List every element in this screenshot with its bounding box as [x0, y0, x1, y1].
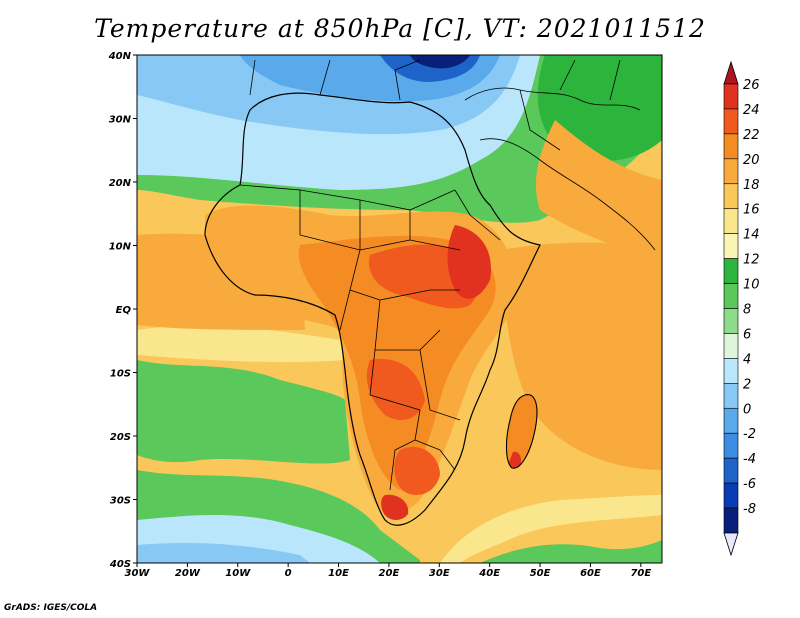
- colorbar-label: 16: [743, 203, 760, 218]
- colorbar-swatch: [723, 133, 739, 160]
- colorbar-swatch: [723, 333, 739, 359]
- colorbar-top-triangle: [723, 60, 739, 85]
- lon-tick-label: 20E: [379, 568, 400, 579]
- ethiopia-hot: [447, 225, 491, 299]
- colorbar-label: 10: [743, 278, 760, 293]
- colorbar-swatch: [723, 358, 739, 384]
- lon-tick-label: 10W: [225, 568, 251, 579]
- africa-coastline: [204, 92, 541, 526]
- balkan-coldest: [410, 55, 470, 69]
- north-borders: [249, 59, 656, 251]
- lon-tick-label: 10E: [328, 568, 349, 579]
- colorbar-label: -2: [743, 427, 756, 442]
- colorbar-label: 8: [743, 303, 751, 318]
- lon-tick-label: 50E: [530, 568, 551, 579]
- colorbar-label: 2: [743, 377, 751, 392]
- colorbar-label: 24: [743, 103, 760, 118]
- map-title: Temperature at 850hPa [C], VT: 202101151…: [94, 14, 706, 43]
- zambia-hot: [366, 359, 425, 420]
- lat-tick-label: EQ: [116, 305, 132, 316]
- temperature-field: [137, 55, 662, 563]
- lat-tick-label: 30S: [110, 496, 131, 507]
- colorbar-swatch: [723, 457, 739, 484]
- madagascar-coastline: [505, 394, 538, 469]
- lat-tick-label: 40N: [108, 51, 132, 62]
- colorbar-swatch: [723, 432, 739, 459]
- colorbar-label: 12: [743, 253, 760, 268]
- latitude-axis: 40N 30N 20N 10N EQ 10S 20S 30S 40S: [108, 51, 137, 570]
- colorbar-swatch: [723, 108, 739, 135]
- longitude-axis: 30W 20W 10W 0 10E 20E 30E 40E 50E 60E 70E: [125, 563, 651, 579]
- country-borders: [239, 184, 501, 491]
- colorbar-swatch: [723, 283, 739, 309]
- colorbar-bottom-triangle: [723, 532, 739, 557]
- colorbar-label: 0: [743, 402, 751, 417]
- lon-tick-label: 0: [285, 568, 292, 579]
- colorbar-label: 6: [743, 327, 751, 342]
- colorbar-swatch: [723, 407, 739, 434]
- lat-tick-label: 40S: [109, 559, 131, 570]
- lon-tick-label: 70E: [630, 568, 651, 579]
- colorbar-label: -8: [743, 502, 756, 517]
- cape-hot: [381, 494, 409, 520]
- colorbar-swatch: [723, 208, 739, 234]
- tropical-atlantic-yellow: [137, 325, 345, 363]
- colorbar-swatch: [723, 507, 739, 534]
- colorbar-swatch: [723, 258, 739, 284]
- colorbar-label: 4: [743, 352, 751, 367]
- credit-label: GrADS: IGES/COLA: [4, 603, 98, 613]
- madagascar: [506, 394, 537, 469]
- lat-tick-label: 20S: [110, 432, 131, 443]
- south-indian-yellow: [440, 495, 662, 563]
- colorbar-label: 26: [743, 78, 760, 93]
- lon-tick-label: 20W: [175, 568, 201, 579]
- colorbar-swatch: [723, 83, 739, 110]
- colorbar-swatch: [723, 308, 739, 334]
- south-atlantic-green: [137, 360, 350, 563]
- lat-tick-label: 10S: [110, 369, 131, 380]
- colorbar-swatch: [723, 482, 739, 509]
- lat-tick-label: 20N: [109, 178, 132, 189]
- colorbar-label: 18: [743, 178, 760, 193]
- lon-tick-label: 40E: [478, 568, 500, 579]
- lon-tick-label: 30E: [429, 568, 450, 579]
- indian-ocean-orange: [500, 242, 662, 470]
- south-indian-green: [480, 540, 662, 563]
- south-africa-hot: [394, 446, 440, 495]
- colorbar-swatch: [723, 383, 739, 409]
- colorbar-swatch: [723, 158, 739, 185]
- south-colder-band: [137, 543, 310, 563]
- lat-tick-label: 10N: [109, 242, 132, 253]
- colorbar-swatch: [723, 183, 739, 210]
- madagascar-hot: [509, 451, 522, 469]
- colorbar-label: -6: [743, 477, 756, 492]
- colorbar-label: 14: [743, 228, 760, 243]
- lat-tick-label: 30N: [109, 115, 132, 126]
- colorbar-label: 22: [743, 128, 760, 143]
- colorbar-label: 20: [743, 153, 760, 168]
- lon-tick-label: 30W: [125, 568, 151, 579]
- colorbar-swatch: [723, 233, 739, 259]
- lon-tick-label: 60E: [580, 568, 601, 579]
- colorbar-label: -4: [743, 452, 756, 467]
- arabia-orange: [535, 120, 662, 260]
